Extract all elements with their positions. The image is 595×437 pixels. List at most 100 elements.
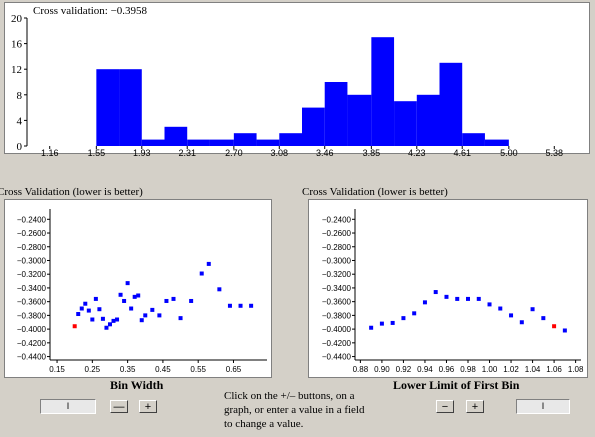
data-point	[79, 306, 84, 311]
y-tick-label: 4	[17, 115, 23, 127]
histogram-bar	[302, 107, 325, 146]
x-tick-label: 1.08	[568, 365, 584, 374]
data-point	[115, 317, 120, 322]
y-tick-label: −0.3600	[17, 298, 47, 307]
data-point	[487, 302, 492, 307]
text-cursor-icon: I	[66, 401, 70, 411]
bin-width-decrease-button[interactable]: —	[110, 400, 128, 413]
y-tick-label: 12	[11, 64, 22, 76]
bin-width-plot-title: Cross Validation (lower is better)	[0, 186, 143, 198]
y-tick-label: −0.4200	[322, 339, 352, 348]
data-point	[150, 307, 155, 312]
first-bin-plot-panel[interactable]: −0.2400 −0.2600 −0.2800 −0.3000 −0.3200 −0.34…	[308, 199, 588, 378]
y-tick-label: −0.3800	[322, 311, 352, 320]
current-value-point	[72, 324, 77, 329]
data-point	[171, 296, 176, 301]
y-tick-label: −0.2600	[322, 229, 352, 238]
data-point	[157, 313, 162, 318]
y-tick-label: −0.3000	[322, 256, 352, 265]
x-tick-label: 1.16	[41, 148, 59, 158]
data-point	[369, 325, 374, 330]
bin-width-plot-panel[interactable]: −0.2400 −0.2600 −0.2800 −0.3000 −0.3200 −0.34…	[4, 199, 272, 378]
data-point	[178, 316, 183, 321]
histogram-bar	[462, 133, 485, 146]
y-tick-label: −0.3400	[17, 284, 47, 293]
x-tick-label: 2.31	[178, 148, 196, 158]
x-tick-label: 1.04	[525, 365, 541, 374]
data-point	[412, 311, 417, 316]
help-text: Click on the +/– buttons, on a graph, or…	[224, 390, 365, 430]
x-tick-label: 0.90	[374, 365, 390, 374]
first-bin-decrease-button[interactable]: −	[436, 400, 454, 413]
data-point	[422, 300, 427, 305]
x-tick-label: 1.06	[546, 365, 562, 374]
histogram-bar	[187, 139, 210, 146]
y-tick-label: −0.3400	[322, 284, 352, 293]
x-tick-label: 0.15	[49, 365, 65, 374]
y-tick-label: 0	[17, 141, 23, 153]
bin-width-chart[interactable]: −0.2400 −0.2600 −0.2800 −0.3000 −0.3200 −0.34…	[5, 200, 271, 377]
x-tick-label: 0.45	[155, 365, 171, 374]
histogram-bar	[439, 62, 463, 146]
bin-width-field[interactable]: I	[40, 399, 96, 414]
y-tick-label: −0.3200	[17, 270, 47, 279]
x-tick-label: 4.23	[408, 148, 426, 158]
y-tick-label: −0.3600	[322, 298, 352, 307]
y-tick-label: −0.2800	[17, 243, 47, 252]
first-bin-chart[interactable]: −0.2400 −0.2600 −0.2800 −0.3000 −0.3200 −0.34…	[309, 200, 587, 377]
first-bin-increase-button[interactable]: +	[466, 400, 484, 413]
y-tick-label: −0.2600	[17, 229, 47, 238]
y-tick-label: 8	[17, 90, 23, 102]
x-tick-label: 0.25	[85, 365, 101, 374]
data-point	[83, 301, 88, 306]
data-point	[509, 313, 514, 318]
first-bin-field[interactable]: I	[516, 399, 570, 414]
first-bin-plot-title: Cross Validation (lower is better)	[302, 186, 448, 198]
text-cursor-icon: I	[541, 401, 545, 411]
histogram-bar	[141, 139, 165, 146]
data-point	[444, 294, 449, 299]
histogram-bar	[119, 69, 142, 146]
data-point	[199, 271, 204, 276]
data-point	[189, 298, 194, 303]
x-tick-label: 3.85	[363, 148, 381, 158]
data-point	[125, 281, 130, 286]
x-tick-label: 1.93	[133, 148, 151, 158]
data-point	[379, 321, 384, 326]
y-tick-label: 20	[11, 13, 23, 25]
x-tick-label: 0.92	[396, 365, 412, 374]
data-point	[401, 316, 406, 321]
cross-validation-annotation: Cross validation: −0.3958	[33, 5, 148, 17]
y-tick-label: −0.4400	[322, 353, 352, 362]
y-tick-label: −0.4400	[17, 353, 47, 362]
y-tick-label: −0.3200	[322, 270, 352, 279]
data-point	[519, 320, 524, 325]
histogram-bar	[209, 139, 234, 146]
y-tick-label: −0.2400	[17, 215, 47, 224]
data-point	[139, 318, 144, 323]
x-tick-label: 0.96	[439, 365, 455, 374]
x-tick-label: 0.65	[226, 365, 242, 374]
data-point	[227, 303, 232, 308]
x-tick-label: 4.61	[453, 148, 471, 158]
histogram-bar	[416, 94, 440, 146]
data-point	[498, 306, 503, 311]
data-point	[104, 325, 109, 330]
histogram-panel[interactable]: 0 4 8 12 16 20 1.16 1.55 1.93 2.31 2.70 3.08 3.46 3.8…	[4, 2, 590, 158]
data-point	[390, 320, 395, 325]
data-point	[118, 292, 123, 297]
y-tick-label: −0.4000	[322, 325, 352, 334]
x-tick-label: 0.35	[120, 365, 136, 374]
x-tick-label: 0.94	[417, 365, 433, 374]
x-tick-label: 1.00	[482, 365, 498, 374]
data-point	[476, 296, 481, 301]
histogram-bar	[324, 82, 348, 146]
x-tick-label: 0.98	[460, 365, 476, 374]
bin-width-increase-button[interactable]: +	[139, 400, 157, 413]
histogram-chart[interactable]: 0 4 8 12 16 20 1.16 1.55 1.93 2.31 2.70 3.08 3.46 3.8…	[5, 3, 589, 158]
data-point	[541, 316, 546, 321]
histogram-bar	[394, 101, 417, 146]
data-point	[97, 307, 102, 312]
x-tick-label: 2.70	[225, 148, 243, 158]
histogram-bar	[279, 133, 302, 146]
